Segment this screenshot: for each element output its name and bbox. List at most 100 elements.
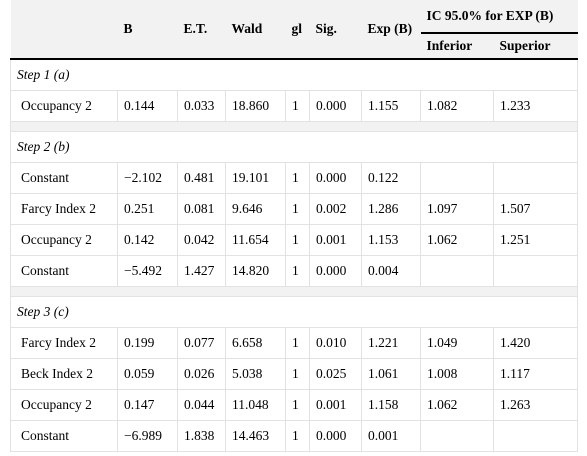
- cell: 1.082: [420, 90, 494, 122]
- cell: 11.048: [225, 389, 286, 421]
- row-label: Farcy Index 2: [10, 327, 118, 359]
- cell: 1.158: [361, 389, 421, 421]
- cell: 0.026: [177, 358, 226, 390]
- column-header: E.T.: [177, 0, 226, 60]
- subcolumn-header: Inferior: [420, 33, 494, 60]
- empty-cell: [493, 162, 578, 194]
- cell: 0.059: [117, 358, 178, 390]
- cell: 0.010: [309, 327, 362, 359]
- row-label: Occupancy 2: [10, 389, 118, 421]
- row-label: Constant: [10, 162, 118, 194]
- cell: 1.097: [420, 193, 494, 225]
- row-label: Farcy Index 2: [10, 193, 118, 225]
- cell: 0.033: [177, 90, 226, 122]
- cell: 19.101: [225, 162, 286, 194]
- cell: 0.002: [309, 193, 362, 225]
- cell: 1: [285, 327, 310, 359]
- cell: 1.221: [361, 327, 421, 359]
- empty-cell: [420, 162, 494, 194]
- cell: 0.000: [309, 255, 362, 287]
- cell: 0.001: [309, 389, 362, 421]
- cell: 14.820: [225, 255, 286, 287]
- cell: 0.042: [177, 224, 226, 256]
- data-row: Occupancy 2 0.142 0.042 11.654 1 0.001 1.153 1.…: [10, 224, 578, 256]
- data-row: Occupancy 2 0.144 0.033 18.860 1 0.000 1.155 1.…: [10, 90, 578, 122]
- cell: 1: [285, 420, 310, 452]
- cell: −6.989: [117, 420, 178, 452]
- cell: 9.646: [225, 193, 286, 225]
- cell: 1.061: [361, 358, 421, 390]
- data-row: Constant −2.102 0.481 19.101 1 0.000 0.122: [10, 162, 578, 194]
- column-header: Wald: [225, 0, 286, 60]
- cell: 0.077: [177, 327, 226, 359]
- cell: 1: [285, 358, 310, 390]
- cell: 18.860: [225, 90, 286, 122]
- cell: 1.507: [493, 193, 578, 225]
- cell: 1.062: [420, 224, 494, 256]
- column-header: Exp (B): [361, 0, 421, 60]
- cell: 1.263: [493, 389, 578, 421]
- step-title: Step 1 (a): [10, 58, 578, 91]
- cell: 0.044: [177, 389, 226, 421]
- cell: 1: [285, 255, 310, 287]
- cell: 0.147: [117, 389, 178, 421]
- cell: 1.155: [361, 90, 421, 122]
- step-title: Step 3 (c): [10, 296, 578, 328]
- cell: 0.004: [361, 255, 421, 287]
- column-header: B: [117, 0, 178, 60]
- cell: 11.654: [225, 224, 286, 256]
- empty-cell: [493, 255, 578, 287]
- step-row: Step 3 (c): [10, 296, 578, 328]
- cell: 5.038: [225, 358, 286, 390]
- step-title: Step 2 (b): [10, 131, 578, 163]
- cell: 0.000: [309, 90, 362, 122]
- data-row: Beck Index 2 0.059 0.026 5.038 1 0.025 1.061 1.…: [10, 358, 578, 390]
- column-header: gl: [285, 0, 310, 60]
- row-label: Constant: [10, 420, 118, 452]
- cell: 0.025: [309, 358, 362, 390]
- row-label: Occupancy 2: [10, 224, 118, 256]
- cell: 0.481: [177, 162, 226, 194]
- step-row: Step 1 (a): [10, 58, 578, 91]
- cell: 0.144: [117, 90, 178, 122]
- cell: 14.463: [225, 420, 286, 452]
- cell: 1.427: [177, 255, 226, 287]
- cell: 1: [285, 193, 310, 225]
- cell: 0.251: [117, 193, 178, 225]
- corner: [10, 0, 118, 60]
- results-table: B E.T. Wald gl Sig. Exp (B) IC 95.0% for EXP (…: [10, 0, 578, 452]
- cell: 0.000: [309, 162, 362, 194]
- cell: 0.001: [361, 420, 421, 452]
- data-row: Constant −5.492 1.427 14.820 1 0.000 0.004: [10, 255, 578, 287]
- cell: 1.008: [420, 358, 494, 390]
- cell: 1.049: [420, 327, 494, 359]
- cell: −5.492: [117, 255, 178, 287]
- cell: 6.658: [225, 327, 286, 359]
- spacer-row: [10, 286, 578, 297]
- cell: 1: [285, 90, 310, 122]
- cell: 1.117: [493, 358, 578, 390]
- cell: 1.838: [177, 420, 226, 452]
- spacer-cell: [10, 121, 578, 132]
- data-row: Occupancy 2 0.147 0.044 11.048 1 0.001 1.158 1.…: [10, 389, 578, 421]
- empty-cell: [493, 420, 578, 452]
- data-row: Constant −6.989 1.838 14.463 1 0.000 0.001: [10, 420, 578, 452]
- data-row: Farcy Index 2 0.251 0.081 9.646 1 0.002 1.286 1…: [10, 193, 578, 225]
- cell: 1: [285, 224, 310, 256]
- row-label: Constant: [10, 255, 118, 287]
- empty-cell: [420, 420, 494, 452]
- data-row: Farcy Index 2 0.199 0.077 6.658 1 0.010 1.221 1…: [10, 327, 578, 359]
- cell: 1.286: [361, 193, 421, 225]
- spacer-row: [10, 121, 578, 132]
- step-row: Step 2 (b): [10, 131, 578, 163]
- cell: 0.081: [177, 193, 226, 225]
- subcolumn-header: Superior: [493, 33, 578, 60]
- spacer-cell: [10, 286, 578, 297]
- cell: 0.199: [117, 327, 178, 359]
- cell: 1.062: [420, 389, 494, 421]
- cell: 1.251: [493, 224, 578, 256]
- cell: 1: [285, 162, 310, 194]
- cell: 1.233: [493, 90, 578, 122]
- cell: 1: [285, 389, 310, 421]
